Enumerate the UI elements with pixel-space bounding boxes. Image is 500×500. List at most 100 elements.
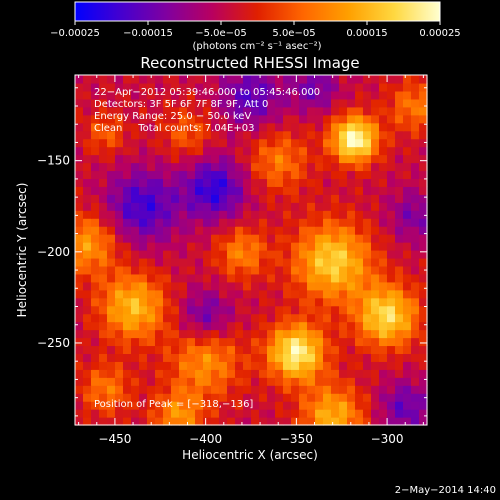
heatmap-cell	[195, 369, 204, 378]
heatmap-cell	[107, 242, 116, 251]
heatmap-cell	[91, 106, 100, 116]
heatmap-cell	[283, 417, 292, 426]
heatmap-cell	[363, 417, 372, 426]
heatmap-cell	[115, 90, 124, 100]
heatmap-cell	[227, 337, 236, 347]
heatmap-cell	[347, 122, 356, 132]
colorbar-units-label: (photons cm⁻² s⁻¹ asec⁻²)	[192, 41, 321, 52]
heatmap-cell	[243, 170, 252, 179]
heatmap-cell	[131, 82, 140, 92]
heatmap-cell	[139, 385, 148, 394]
heatmap-cell	[379, 82, 388, 92]
heatmap-cell	[115, 226, 124, 235]
heatmap-cell	[75, 257, 84, 267]
heatmap-cell	[91, 186, 100, 195]
heatmap-cell	[275, 114, 284, 124]
heatmap-cell	[139, 194, 148, 203]
heatmap-cell	[275, 361, 284, 370]
heatmap-cell	[235, 250, 244, 259]
heatmap-cell	[187, 409, 196, 418]
heatmap-cell	[291, 273, 300, 283]
heatmap-cell	[147, 130, 156, 140]
heatmap-cell	[331, 138, 340, 148]
heatmap-cell	[83, 178, 92, 187]
heatmap-cell	[179, 130, 188, 140]
heatmap-cell	[227, 377, 236, 386]
heatmap-cell	[403, 178, 412, 187]
heatmap-cell	[83, 329, 92, 339]
heatmap-cell	[371, 106, 380, 116]
heatmap-cell	[267, 265, 276, 275]
heatmap-cell	[91, 138, 100, 148]
heatmap-cell	[123, 273, 132, 283]
heatmap-cell	[339, 242, 348, 251]
annotation-detectors: Detectors: 3F 5F 6F 7F 8F 9F, Att 0	[94, 99, 268, 110]
heatmap-cell	[419, 297, 428, 307]
heatmap-cell	[307, 242, 316, 251]
heatmap-cell	[371, 114, 380, 124]
heatmap-cell	[339, 385, 348, 394]
heatmap-cell	[387, 242, 396, 251]
heatmap-cell	[187, 377, 196, 386]
heatmap-cell	[155, 154, 164, 164]
heatmap-cell	[395, 98, 404, 108]
heatmap-cell	[131, 297, 140, 307]
heatmap-cell	[131, 194, 140, 203]
heatmap-cell	[115, 75, 124, 84]
heatmap-cell	[163, 345, 172, 354]
heatmap-cell	[195, 138, 204, 148]
heatmap-cell	[315, 114, 324, 124]
heatmap-cell	[131, 138, 140, 148]
heatmap-cell	[195, 337, 204, 347]
heatmap-cell	[147, 265, 156, 275]
heatmap-cell	[363, 257, 372, 267]
heatmap-cell	[347, 313, 356, 323]
heatmap-cell	[115, 250, 124, 259]
heatmap-cell	[403, 393, 412, 402]
heatmap-cell	[107, 361, 116, 370]
heatmap-cell	[107, 401, 116, 410]
heatmap-cell	[227, 281, 236, 291]
heatmap-cell	[83, 345, 92, 354]
heatmap-cell	[155, 82, 164, 92]
heatmap-cell	[419, 401, 428, 410]
heatmap-cell	[155, 305, 164, 315]
heatmap-cell	[371, 265, 380, 275]
heatmap-cell	[155, 345, 164, 354]
heatmap-cell	[323, 393, 332, 402]
heatmap-cell	[419, 218, 428, 227]
heatmap-cell	[123, 257, 132, 267]
heatmap-cell	[187, 393, 196, 402]
heatmap-cell	[227, 114, 236, 124]
heatmap-cell	[419, 178, 428, 187]
heatmap-cell	[187, 210, 196, 219]
heatmap-cell	[347, 361, 356, 370]
heatmap-cell	[283, 297, 292, 307]
heatmap-cell	[107, 114, 116, 124]
heatmap-cell	[267, 345, 276, 354]
heatmap-cell	[387, 130, 396, 140]
heatmap-cell	[331, 194, 340, 203]
heatmap-cell	[363, 289, 372, 299]
heatmap-cell	[139, 361, 148, 370]
heatmap-cell	[123, 369, 132, 378]
heatmap-cell	[235, 146, 244, 156]
heatmap-cell	[331, 202, 340, 211]
heatmap-cell	[155, 75, 164, 84]
heatmap-cell	[139, 234, 148, 243]
heatmap-cell	[219, 194, 228, 203]
heatmap-cell	[291, 154, 300, 164]
heatmap-cell	[251, 82, 260, 92]
heatmap-cell	[171, 162, 180, 172]
heatmap-cell	[123, 234, 132, 243]
heatmap-cell	[283, 75, 292, 84]
heatmap-cell	[179, 417, 188, 426]
heatmap-cell	[211, 409, 220, 418]
heatmap-cell	[107, 130, 116, 140]
heatmap-cell	[139, 377, 148, 386]
heatmap-cell	[75, 329, 84, 339]
heatmap-cell	[219, 281, 228, 291]
heatmap-cell	[379, 377, 388, 386]
heatmap-cell	[403, 146, 412, 156]
heatmap-cell	[251, 361, 260, 370]
